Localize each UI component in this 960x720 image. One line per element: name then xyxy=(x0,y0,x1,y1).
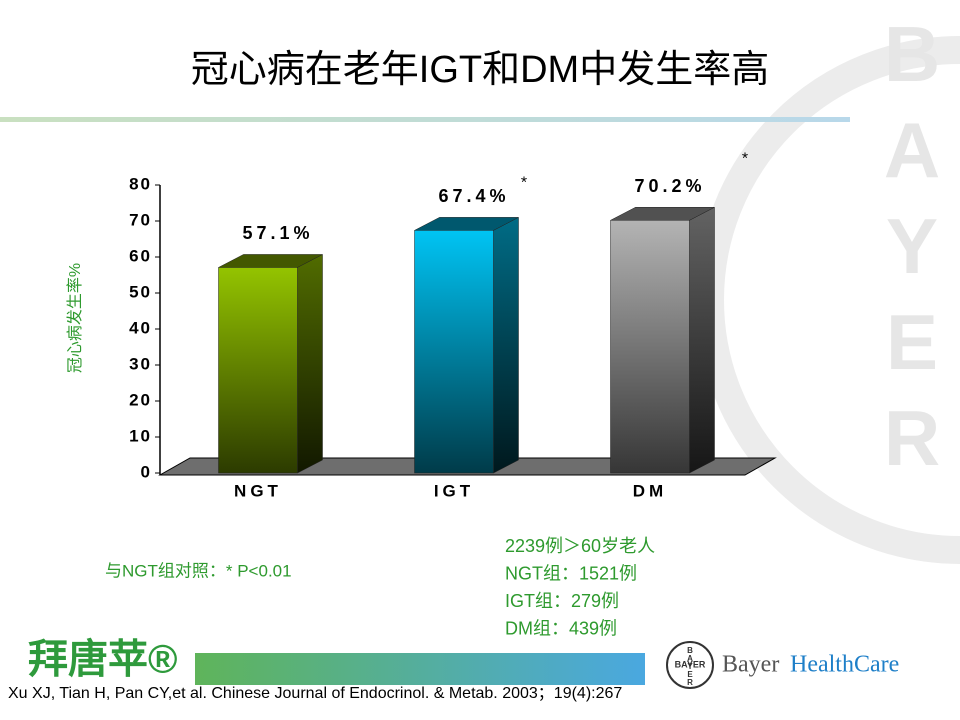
y-tick-label: 30 xyxy=(129,354,152,373)
sample-note: 2239例＞60岁老人 xyxy=(505,536,655,556)
plot: 0 10 20 30 40 50 60 70 80 NGT 57.1% IGT 67.4% * DM 70.2… xyxy=(129,150,748,500)
y-tick-label: 10 xyxy=(129,426,152,445)
value-label: 67.4% xyxy=(438,186,509,206)
brand-healthcare: HealthCare xyxy=(790,652,899,678)
brand-bayer: Bayer xyxy=(722,652,779,678)
citation: Xu XJ, Tian H, Pan CY,et al. Chinese Jou… xyxy=(8,685,622,702)
significance-marker: * xyxy=(521,175,527,192)
value-label: 70.2% xyxy=(634,176,705,196)
value-label: 57.1% xyxy=(242,223,313,243)
y-axis-label: 冠心病发生率% xyxy=(66,263,84,373)
comparison-note: 与NGT组对照：* P<0.01 xyxy=(105,561,292,580)
y-tick-label: 70 xyxy=(129,210,152,229)
sample-notes: 2239例＞60岁老人 NGT组：1521例 IGT组：279例 DM组：439例 xyxy=(505,536,655,639)
bar-side xyxy=(297,254,323,474)
y-tick-label: 20 xyxy=(129,390,152,409)
sample-note: IGT组：279例 xyxy=(505,591,619,611)
bar xyxy=(610,220,690,474)
bar xyxy=(218,267,298,474)
footer-bar xyxy=(195,653,645,685)
y-tick-label: 60 xyxy=(129,246,152,265)
x-tick-label: NGT xyxy=(234,481,282,500)
sample-note: DM组：439例 xyxy=(505,618,617,638)
sample-note: NGT组：1521例 xyxy=(505,563,637,583)
product-logo: 拜唐苹® xyxy=(28,637,177,682)
bar xyxy=(414,230,494,474)
y-tick-label: 40 xyxy=(129,318,152,337)
chart-title: 冠心病在老年IGT和DM中发生率高 xyxy=(191,49,769,91)
x-tick-label: IGT xyxy=(434,481,474,500)
y-tick-label: 80 xyxy=(129,174,152,193)
logo-cross-vertical: BAYER xyxy=(686,646,695,686)
watermark: BAYER xyxy=(868,10,956,490)
y-tick-label: 0 xyxy=(141,462,152,481)
significance-marker: * xyxy=(742,150,748,167)
bar-side xyxy=(493,216,519,474)
logo-cross-horizontal: BAYER xyxy=(675,659,706,669)
bar-side xyxy=(689,206,715,474)
title-rule xyxy=(0,117,850,122)
y-tick-label: 50 xyxy=(129,282,152,301)
bayer-cross-logo xyxy=(666,641,714,689)
x-tick-label: DM xyxy=(633,481,667,500)
